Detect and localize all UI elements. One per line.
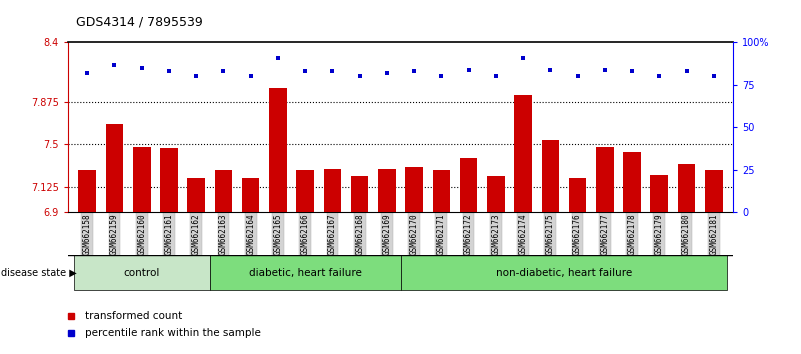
- Bar: [210, 255, 400, 290]
- Point: [81, 70, 94, 76]
- Point: [680, 69, 693, 74]
- Bar: [324, 169, 341, 212]
- Point: [353, 74, 366, 79]
- Bar: [351, 176, 368, 212]
- Bar: [296, 171, 314, 212]
- Bar: [405, 167, 423, 212]
- Point: [135, 65, 148, 71]
- Text: GDS4314 / 7895539: GDS4314 / 7895539: [76, 15, 203, 28]
- Bar: [215, 171, 232, 212]
- Bar: [187, 178, 205, 212]
- Point: [489, 74, 502, 79]
- Point: [544, 67, 557, 73]
- Point: [299, 69, 312, 74]
- Point: [244, 74, 257, 79]
- Point: [598, 67, 611, 73]
- Point: [462, 67, 475, 73]
- Bar: [74, 255, 210, 290]
- Point: [272, 55, 284, 61]
- Point: [571, 74, 584, 79]
- Point: [653, 74, 666, 79]
- Text: disease state ▶: disease state ▶: [1, 268, 77, 278]
- Point: [108, 62, 121, 67]
- Point: [435, 74, 448, 79]
- Bar: [650, 175, 668, 212]
- Point: [408, 69, 421, 74]
- Bar: [269, 88, 287, 212]
- Text: percentile rank within the sample: percentile rank within the sample: [85, 328, 260, 338]
- Bar: [78, 171, 96, 212]
- Text: transformed count: transformed count: [85, 311, 182, 321]
- Point: [190, 74, 203, 79]
- Point: [163, 69, 175, 74]
- Point: [626, 69, 638, 74]
- Text: control: control: [123, 268, 160, 278]
- Point: [380, 70, 393, 76]
- Point: [326, 69, 339, 74]
- Bar: [160, 148, 178, 212]
- Bar: [106, 124, 123, 212]
- Bar: [623, 152, 641, 212]
- Bar: [678, 164, 695, 212]
- Bar: [514, 95, 532, 212]
- Text: diabetic, heart failure: diabetic, heart failure: [248, 268, 361, 278]
- Bar: [242, 178, 260, 212]
- Bar: [460, 158, 477, 212]
- Bar: [378, 169, 396, 212]
- Bar: [541, 140, 559, 212]
- Bar: [433, 171, 450, 212]
- Bar: [596, 147, 614, 212]
- Text: non-diabetic, heart failure: non-diabetic, heart failure: [496, 268, 632, 278]
- Point: [707, 74, 720, 79]
- Bar: [487, 176, 505, 212]
- Point: [517, 55, 529, 61]
- Bar: [133, 147, 151, 212]
- Bar: [705, 171, 723, 212]
- Point: [217, 69, 230, 74]
- Bar: [569, 178, 586, 212]
- Bar: [400, 255, 727, 290]
